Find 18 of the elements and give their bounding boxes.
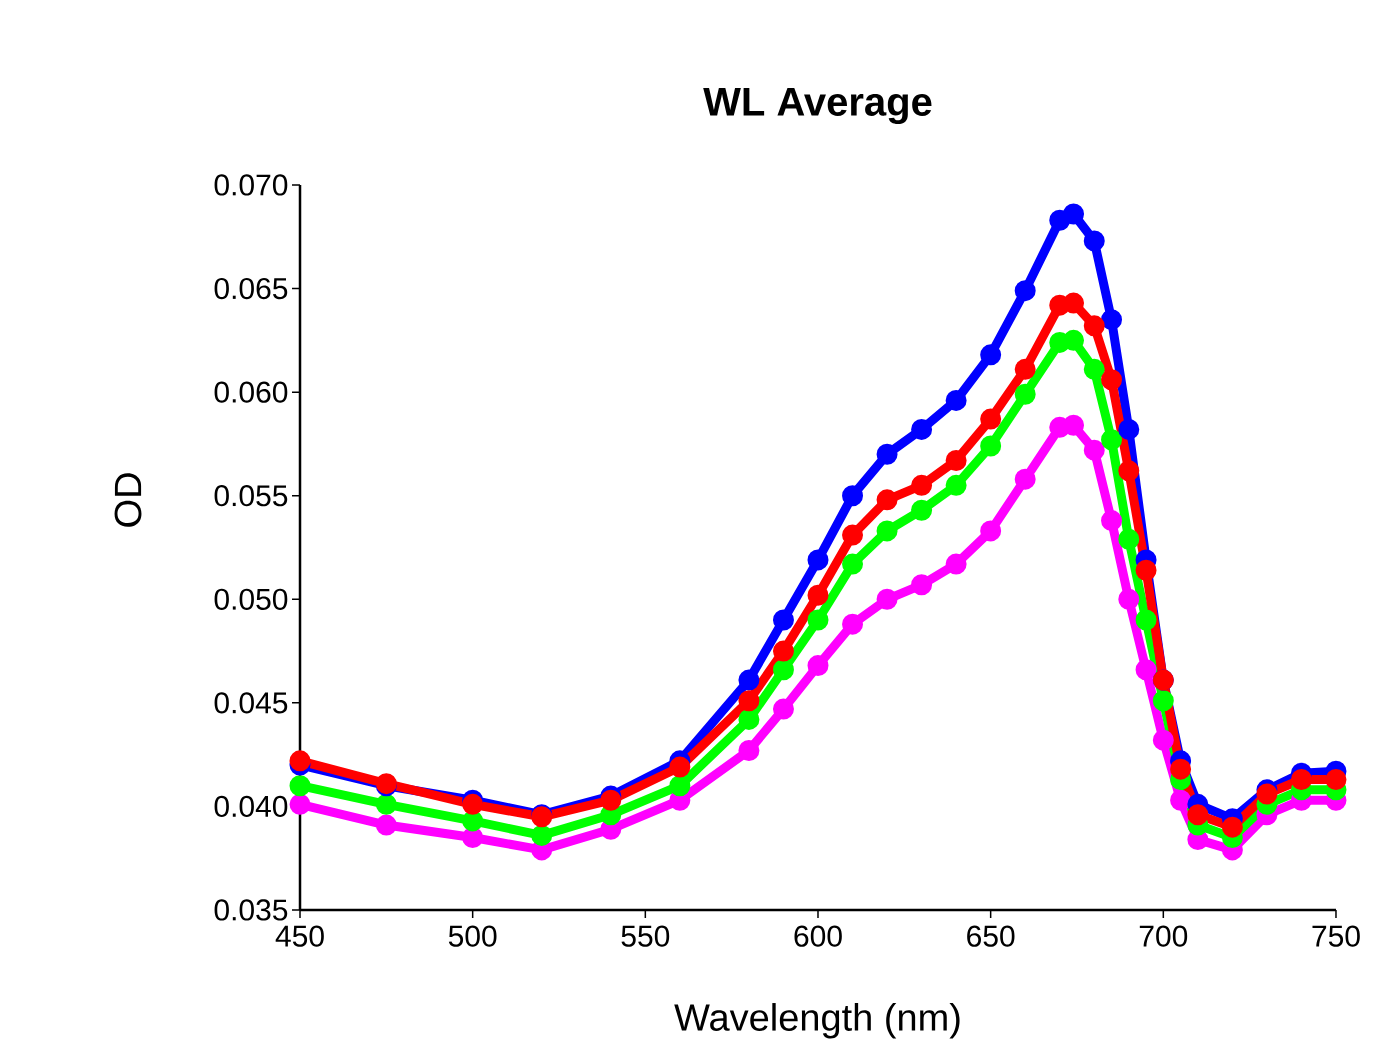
x-tick-label: 600 bbox=[794, 925, 842, 947]
y-tick-label: 0.050 bbox=[214, 588, 288, 610]
y-tick-label: 0.035 bbox=[214, 899, 288, 921]
y-tick-label: 0.040 bbox=[214, 795, 288, 818]
x-tick-label: 750 bbox=[1312, 925, 1360, 947]
x-tick-label: 500 bbox=[448, 925, 497, 947]
y-tick-label: 0.060 bbox=[214, 381, 288, 403]
y-tick-label: 0.070 bbox=[214, 174, 288, 196]
x-tick-label: 650 bbox=[967, 925, 1015, 947]
x-tick-label: 550 bbox=[621, 925, 670, 947]
x-tick-label: 700 bbox=[1139, 925, 1188, 947]
x-tick-label: 450 bbox=[275, 925, 324, 947]
chart-title: WL Average bbox=[703, 88, 932, 124]
y-tick-label: 0.045 bbox=[214, 692, 288, 714]
x-axis-title: Wavelength (nm) bbox=[674, 1003, 960, 1039]
y-tick-label: 0.065 bbox=[214, 277, 288, 300]
y-tick-label: 0.055 bbox=[214, 485, 288, 507]
y-axis-title: OD bbox=[114, 473, 142, 527]
